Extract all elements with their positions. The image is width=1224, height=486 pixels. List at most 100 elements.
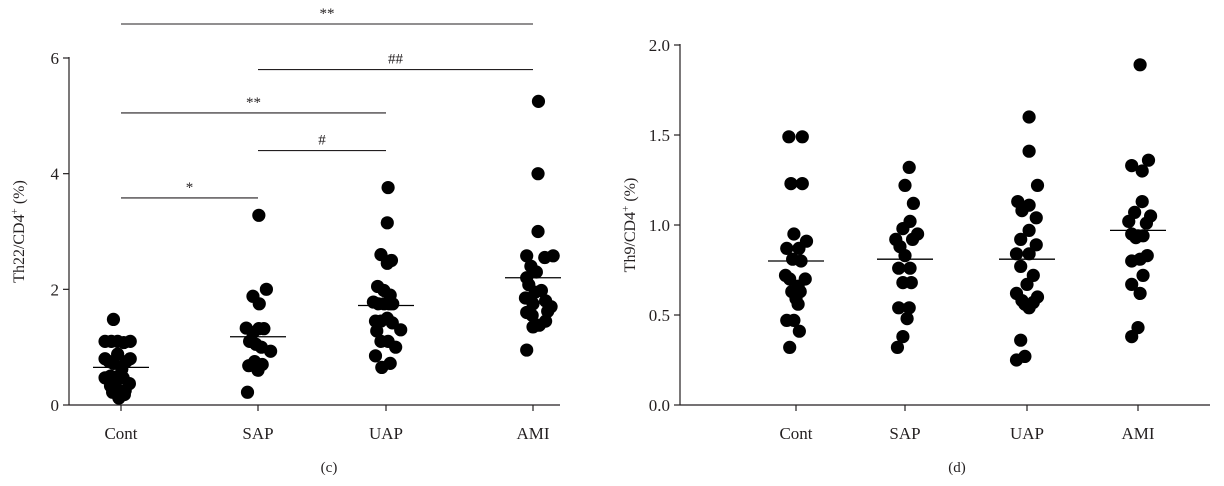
data-point-uap	[383, 356, 397, 370]
data-point-ami	[520, 249, 534, 263]
data-point-sap	[252, 208, 266, 222]
data-point-uap	[1014, 259, 1028, 273]
data-point-sap	[896, 330, 910, 344]
data-point-sap	[892, 261, 906, 275]
data-point-uap	[1014, 232, 1028, 246]
significance-label: #	[318, 133, 326, 149]
panel-label: (d)	[948, 460, 966, 476]
data-point-sap	[898, 249, 912, 263]
panel-c-chart: 0 2 4 6 Cont SAP UAP AMI Th22/CD4+ (%) (c) * # ** ## *…	[9, 6, 561, 476]
data-point-ami	[1125, 254, 1139, 268]
x-tick-label: UAP	[1010, 424, 1044, 443]
y-tick-label: 0.0	[649, 396, 670, 415]
data-point-ami	[1122, 214, 1136, 228]
data-point-sap	[898, 178, 912, 192]
data-point-sap	[902, 160, 916, 174]
data-point-cont	[106, 312, 121, 327]
data-point-ami	[1136, 268, 1150, 282]
data-point-uap	[368, 349, 383, 363]
data-point-sap	[904, 276, 918, 290]
data-point-uap	[1022, 144, 1036, 158]
data-point-cont	[123, 352, 137, 366]
data-point-uap	[394, 323, 408, 337]
data-point-sap	[900, 312, 914, 326]
y-tick-label: 0.5	[649, 306, 670, 325]
panel-label: (c)	[321, 460, 338, 476]
data-point-ami	[1133, 58, 1147, 72]
data-point-cont	[792, 241, 806, 255]
data-point-uap	[381, 180, 395, 195]
data-point-uap	[1015, 204, 1029, 218]
data-point-sap	[902, 301, 916, 315]
data-point-ami	[520, 343, 534, 357]
data-point-sap	[905, 232, 920, 246]
data-point-sap	[242, 359, 256, 373]
y-tick-label: 2.0	[649, 36, 670, 55]
data-point-uap	[1009, 247, 1024, 261]
x-tick-label: Cont	[779, 424, 812, 443]
data-point-ami	[1133, 286, 1147, 300]
data-point-ami	[1139, 216, 1153, 230]
data-point-uap	[386, 297, 400, 311]
data-point-ami	[529, 265, 543, 279]
data-point-uap	[1014, 333, 1028, 347]
data-point-sap	[240, 385, 255, 399]
data-point-cont	[117, 387, 131, 402]
significance-label: **	[320, 6, 335, 22]
data-point-ami	[1135, 195, 1149, 209]
y-tick-label: 1.5	[649, 126, 670, 145]
data-point-sap	[890, 340, 905, 354]
data-point-cont	[792, 324, 806, 338]
data-point-cont	[787, 313, 801, 327]
data-point-uap	[1029, 211, 1043, 225]
data-point-ami	[1141, 153, 1156, 167]
x-tick-label: SAP	[242, 424, 273, 443]
data-point-uap	[1022, 223, 1036, 237]
data-point-sap	[896, 222, 910, 236]
data-point-uap	[1022, 110, 1036, 124]
data-point-ami	[534, 283, 549, 298]
data-point-uap	[1030, 290, 1045, 304]
data-point-cont	[795, 177, 809, 191]
data-point-uap	[1009, 353, 1024, 367]
data-point-cont	[787, 227, 801, 241]
data-point-uap	[380, 256, 394, 270]
y-tick-label: 4	[51, 165, 60, 184]
data-point-ami	[1125, 330, 1139, 344]
data-point-ami	[1140, 249, 1154, 263]
data-point-cont	[784, 177, 798, 191]
data-point-ami	[1125, 159, 1139, 173]
data-point-sap	[264, 344, 278, 358]
data-point-cont	[783, 340, 797, 354]
significance-label: **	[246, 95, 261, 111]
data-point-cont	[791, 297, 805, 311]
data-point-sap	[257, 322, 271, 336]
x-tick-label: Cont	[104, 424, 137, 443]
data-point-ami	[1129, 231, 1143, 245]
y-tick-label: 0	[51, 396, 60, 415]
data-point-cont	[782, 130, 796, 144]
data-point-uap	[1030, 178, 1045, 192]
y-tick-label: 2	[51, 280, 60, 299]
data-point-cont	[795, 130, 809, 144]
y-tick-label: 6	[51, 49, 60, 68]
significance-label: *	[186, 180, 194, 196]
data-point-ami	[531, 224, 545, 239]
data-point-uap	[380, 216, 394, 230]
y-tick-label: 1.0	[649, 216, 670, 235]
data-point-ami	[531, 167, 545, 181]
data-point-ami	[541, 304, 555, 318]
y-axis-title: Th9/CD4+ (%)	[620, 178, 639, 273]
data-point-ami	[539, 314, 553, 328]
data-point-ami	[1125, 277, 1139, 291]
data-point-ami	[546, 249, 560, 263]
data-point-uap	[389, 340, 403, 354]
data-point-uap	[370, 324, 384, 338]
x-tick-label: SAP	[889, 424, 920, 443]
data-point-cont	[111, 347, 125, 361]
y-axis-title: Th22/CD4+ (%)	[9, 180, 28, 283]
data-point-ami	[1135, 164, 1149, 178]
data-point-uap	[1029, 238, 1043, 252]
data-point-cont	[780, 241, 794, 255]
